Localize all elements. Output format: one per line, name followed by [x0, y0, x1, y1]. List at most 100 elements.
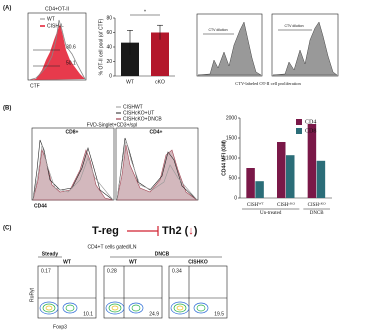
density-contour — [108, 303, 122, 313]
density-contour — [105, 301, 125, 315]
quadrant-value: 0.17 — [41, 268, 51, 274]
bar-chart-a: 0 20 40 60 80% OT-II cell pool (of CTF) WT cKO… — [98, 9, 175, 85]
histogram-dncb — [32, 148, 114, 201]
th2-label: Th2 (↓) — [162, 225, 198, 237]
bar — [277, 142, 286, 198]
quadrant-value: 19.5 — [214, 311, 224, 317]
legend-label: CISHcKO+DNCB — [123, 116, 162, 122]
down-arrow: ↓ — [188, 225, 194, 237]
genotype-label: CISHKO — [188, 259, 208, 265]
x-axis-label: CTF — [30, 83, 40, 89]
y-axis-label: RoRγt — [29, 287, 35, 302]
density-contour — [39, 301, 59, 315]
density-contour — [173, 303, 187, 313]
histogram-title: FVD-Singlet+CD3+/spl — [87, 122, 138, 128]
condition-label: DNCB — [155, 251, 170, 257]
bar — [246, 168, 255, 198]
histogram-cish — [29, 24, 85, 80]
histogram-header: CD4+ — [150, 129, 163, 135]
y-tick-label: 60 — [106, 30, 112, 36]
group-label: Un-treated — [260, 211, 282, 216]
proliferation-histogram — [272, 21, 338, 76]
histogram-ut — [32, 139, 114, 201]
bar — [316, 160, 326, 198]
x-axis-label: Foxp3 — [53, 324, 67, 330]
significance: * — [144, 9, 146, 15]
histogram-header: CD8+ — [66, 129, 79, 135]
gate-value: 50.1 — [66, 60, 76, 66]
bar — [151, 32, 169, 76]
th2-text: Th2 ( — [162, 225, 189, 237]
legend-label: CD4 — [305, 119, 316, 125]
histogram-wt — [116, 139, 198, 201]
histogram-wt — [28, 19, 86, 81]
legend-label: CISHcKO+UT — [123, 110, 154, 116]
genotype-label: WT — [63, 259, 71, 265]
density-contour — [65, 304, 75, 312]
x-tick-label: CISHWT — [247, 201, 265, 208]
legend-label: CISHWT — [123, 104, 143, 110]
y-axis-label: CD44 MFI (GM) — [221, 140, 227, 176]
treg-label: T-reg — [92, 225, 119, 237]
y-axis-label: % OT-II cell pool (of CTF) — [98, 18, 104, 75]
legend-swatch — [296, 119, 302, 125]
density-contour — [111, 305, 119, 311]
y-tick-label: 0 — [234, 195, 237, 201]
x-tick-label: WT — [126, 79, 134, 85]
x-tick-label: CISHcKO — [308, 201, 326, 208]
quadrant-value: 10.1 — [83, 311, 93, 317]
density-contour — [128, 302, 144, 314]
gating-label: CD4+T cells gated/LN — [88, 244, 137, 250]
y-tick-label: 2000 — [226, 115, 237, 121]
panel-label: (C) — [3, 226, 11, 232]
category-sup: cKO — [288, 201, 295, 205]
category-base: CISH — [277, 203, 289, 208]
density-contour — [170, 301, 190, 315]
category-base: CISH — [308, 203, 320, 208]
density-contour — [193, 302, 209, 314]
bar — [121, 42, 139, 76]
histogram-dncb — [116, 144, 198, 201]
quadrant-value: 24.9 — [149, 311, 159, 317]
bar — [286, 155, 295, 198]
histogram-wt — [32, 144, 114, 201]
y-tick-label: 0 — [109, 73, 112, 79]
proliferation-histogram — [197, 21, 262, 76]
genotype-label: WT — [129, 259, 137, 265]
group-label: DNCB — [310, 211, 325, 216]
x-tick-label: cKO — [155, 79, 165, 85]
legend-label: WT — [47, 16, 55, 22]
plot-frame — [103, 265, 163, 319]
plot-frame — [168, 265, 228, 319]
category-base: CISH — [247, 203, 259, 208]
legend-label: CD8 — [305, 128, 316, 134]
density-contour — [196, 304, 206, 312]
legend-label: CISH-/- — [47, 23, 64, 29]
gate-value: 30.6 — [66, 44, 76, 50]
x-tick-label: CISHcKO — [277, 201, 295, 208]
gate-label: CTV dilution — [284, 24, 303, 28]
th2-text: ) — [194, 225, 198, 237]
y-tick-label: 20 — [106, 59, 112, 65]
x-axis-label: CD44 — [34, 203, 47, 209]
y-tick-label: 500 — [229, 175, 238, 181]
flow-plots: WT 0.17 10.1 WT 0.28 24.9 CISHKO 0.34 19.5 — [37, 259, 228, 319]
category-sup: cKO — [319, 201, 326, 205]
category-sup: WT — [258, 201, 264, 205]
legend-swatch — [296, 128, 302, 134]
density-contour — [42, 303, 56, 313]
condition-label: Steady — [42, 251, 59, 257]
density-contour — [131, 304, 141, 312]
gate-label: CTV dilution — [208, 28, 227, 32]
bar — [307, 124, 317, 198]
density-contour — [62, 302, 78, 314]
histogram-title: CD4+OT-II — [45, 6, 69, 12]
bar — [255, 181, 264, 198]
quadrant-value: 0.34 — [172, 268, 182, 274]
y-tick-label: 1000 — [226, 155, 237, 161]
y-tick-label: 80 — [106, 15, 112, 21]
density-contour — [45, 305, 53, 311]
density-contour — [176, 305, 184, 311]
